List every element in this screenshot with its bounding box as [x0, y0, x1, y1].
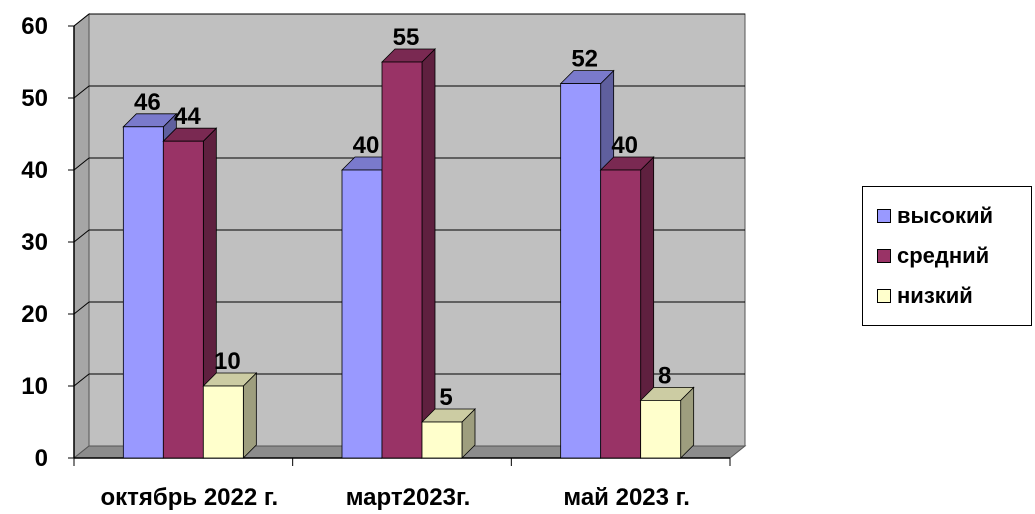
x-category-label: май 2023 г.: [563, 484, 690, 511]
legend-item-medium: средний: [877, 241, 989, 271]
data-label: 40: [353, 132, 380, 159]
data-label: 10: [214, 348, 241, 375]
bar: [122, 126, 164, 459]
gridline-side: [73, 85, 90, 99]
x-category-label: октябрь 2022 г.: [101, 484, 279, 511]
y-tick-label: 20: [21, 301, 48, 328]
legend-swatch-medium: [877, 249, 891, 263]
bar: [421, 421, 463, 459]
data-label: 40: [611, 132, 638, 159]
legend-label-low: низкий: [897, 283, 973, 308]
x-category-label: март2023г.: [346, 484, 471, 511]
legend-item-low: низкий: [877, 281, 973, 311]
y-tick-label: 10: [21, 373, 48, 400]
gridline-side: [73, 13, 90, 27]
gridline-side: [73, 301, 90, 315]
legend-swatch-high: [877, 209, 891, 223]
bar-side: [242, 372, 257, 459]
bar: [600, 169, 642, 459]
chart-legend: высокий средний низкий: [862, 186, 1032, 326]
legend-label-high: высокий: [897, 203, 994, 228]
y-tick-label: 30: [21, 229, 48, 256]
legend-label-medium: средний: [897, 243, 990, 268]
gridline-side: [73, 229, 90, 243]
data-label: 46: [134, 89, 161, 116]
data-label: 8: [658, 362, 671, 389]
legend-item-high: высокий: [877, 201, 993, 231]
data-label: 55: [393, 24, 420, 51]
data-label: 5: [439, 384, 452, 411]
bar: [381, 61, 423, 459]
bar: [560, 83, 602, 459]
bar: [202, 385, 244, 459]
y-tick-label: 60: [21, 13, 48, 40]
legend-swatch-low: [877, 289, 891, 303]
gridline-side: [73, 373, 90, 387]
data-label: 44: [174, 103, 201, 130]
data-label: 52: [571, 46, 598, 73]
y-tick-label: 40: [21, 157, 48, 184]
bar: [162, 140, 204, 459]
bar-side: [421, 48, 436, 459]
bar: [341, 169, 383, 459]
bar: [640, 399, 682, 459]
y-tick-label: 0: [35, 445, 48, 472]
gridline-side: [73, 157, 90, 171]
y-tick-label: 50: [21, 85, 48, 112]
